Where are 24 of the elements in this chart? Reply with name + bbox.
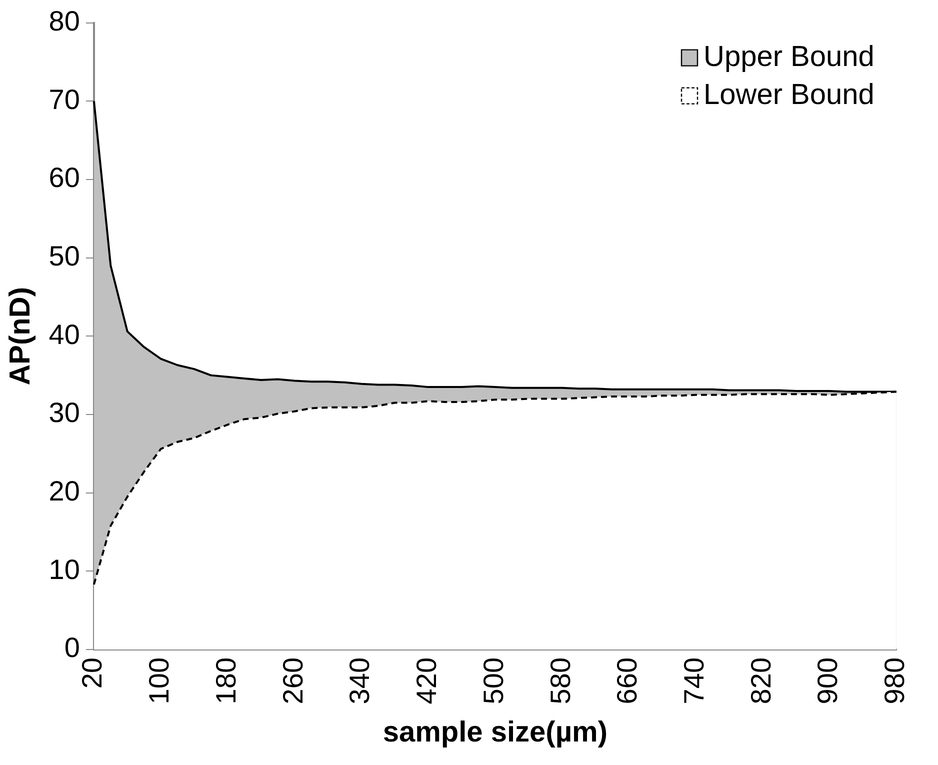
x-tick-label: 820 xyxy=(745,657,776,704)
y-tick-label: 30 xyxy=(48,397,80,428)
x-tick-label: 340 xyxy=(344,657,376,704)
y-tick-label: 20 xyxy=(48,476,80,507)
y-tick-label: 50 xyxy=(48,240,80,272)
y-tick-label: 10 xyxy=(48,554,80,585)
x-tick-label: 980 xyxy=(879,657,910,704)
x-tick-label: 100 xyxy=(144,657,175,704)
x-tick-label: 260 xyxy=(277,657,308,704)
x-tick-label: 500 xyxy=(478,657,509,704)
y-axis-title: AP(nD) xyxy=(4,287,36,386)
y-tick-label: 80 xyxy=(48,6,80,37)
x-tick-label: 180 xyxy=(210,657,242,704)
legend-label: Lower Bound xyxy=(704,78,874,111)
x-tick-label: 580 xyxy=(544,657,576,704)
x-tick-label: 900 xyxy=(812,657,844,704)
x-tick-label: 740 xyxy=(678,657,710,704)
y-tick-label: 70 xyxy=(48,84,80,115)
y-tick-label: 40 xyxy=(48,318,80,350)
y-tick-label: 60 xyxy=(48,162,80,194)
legend-label: Upper Bound xyxy=(704,40,874,73)
x-tick-label: 420 xyxy=(411,657,442,704)
x-axis-title: sample size(µm) xyxy=(382,716,608,749)
x-tick-label: 660 xyxy=(612,657,643,704)
